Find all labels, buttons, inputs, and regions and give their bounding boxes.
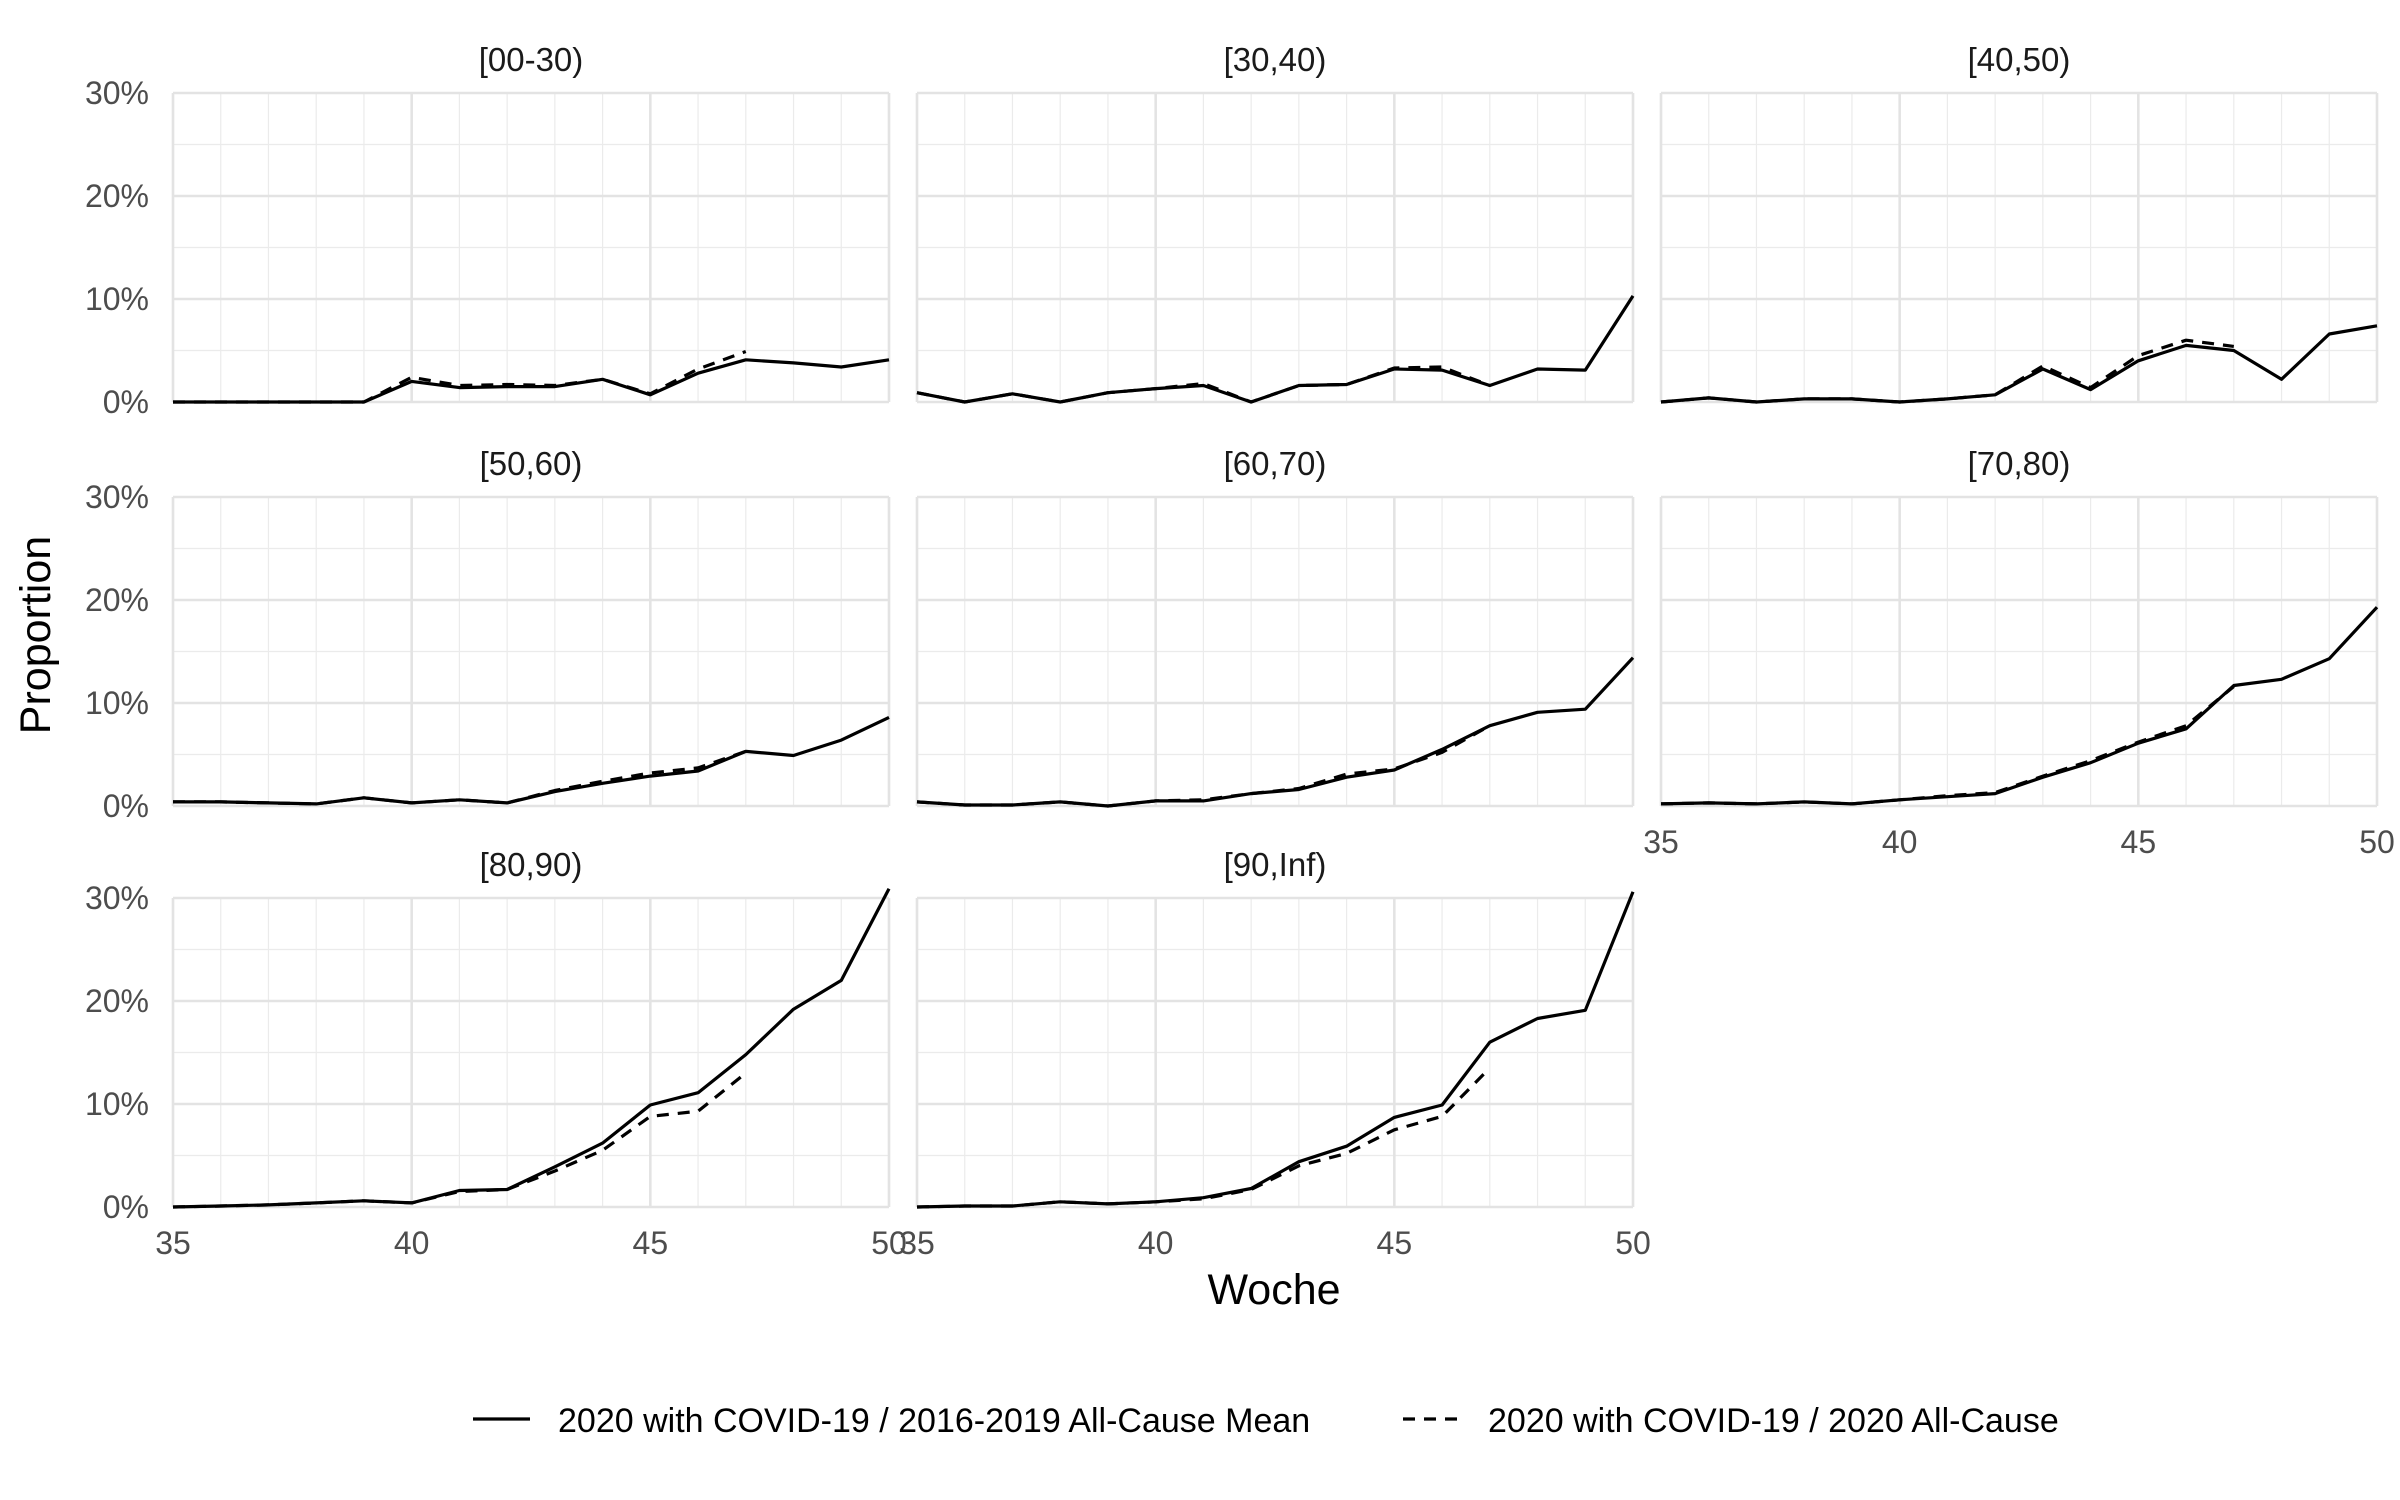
legend-label-dashed: 2020 with COVID-19 / 2020 All-Cause [1488, 1402, 2059, 1440]
facet-strip-label: [30,40) [1224, 41, 1327, 78]
y-axis-title: Proportion [12, 536, 60, 734]
series-line-solid [172, 887, 891, 1209]
x-tick-label: 45 [1377, 1225, 1413, 1261]
y-tick-label: 0% [103, 788, 149, 824]
series-line-solid [916, 656, 1635, 808]
series-line-solid [1660, 324, 2378, 404]
facet-panel: [50,60) 0% 10% 20% 30% [85, 445, 891, 824]
x-axis-title: Woche [1207, 1266, 1340, 1314]
x-tick-label: 50 [871, 1225, 907, 1261]
facet-strip-label: [70,80) [1968, 445, 2071, 482]
facet-strip-label: [00-30) [479, 41, 584, 78]
series-line-solid [173, 358, 890, 404]
x-tick-label: 50 [2359, 824, 2395, 860]
y-tick-label: 20% [85, 178, 149, 214]
y-tick-label: 30% [85, 880, 149, 916]
facet-panel: [60,70) [915, 445, 1635, 808]
facet-panel: [00-30) 0% 10% 20% 30% [85, 41, 891, 420]
facet-panel: [90,Inf) 35 40 45 50 [899, 846, 1651, 1261]
y-tick-label: 10% [85, 1086, 149, 1122]
y-tick-label: 20% [85, 983, 149, 1019]
y-tick-label: 30% [85, 479, 149, 515]
series-line-solid [916, 295, 1635, 404]
y-tick-label: 20% [85, 582, 149, 618]
facet-panel: [40,50) [1659, 41, 2379, 404]
y-tick-label: 0% [103, 384, 149, 420]
y-tick-label: 0% [103, 1189, 149, 1225]
facet-panel: [30,40) [915, 41, 1635, 404]
legend-label-solid: 2020 with COVID-19 / 2016-2019 All-Cause… [558, 1402, 1310, 1440]
series-line-solid [1660, 606, 2379, 806]
x-tick-label: 45 [633, 1225, 669, 1261]
x-tick-label: 35 [155, 1225, 191, 1261]
facet-strip-label: [40,50) [1968, 41, 2071, 78]
chart-panels: [00-30) 0% 10% 20% 30% [30,40) [40,50) [50,60) 0… [85, 41, 2395, 1261]
facet-panel: [70,80) 35 40 45 50 [1643, 445, 2395, 860]
x-tick-label: 40 [1882, 824, 1918, 860]
facet-strip-label: [90,Inf) [1224, 846, 1327, 883]
x-tick-label: 50 [1615, 1225, 1651, 1261]
facet-strip-label: [60,70) [1224, 445, 1327, 482]
series-line-solid [173, 715, 890, 806]
y-tick-label: 30% [85, 75, 149, 111]
series-line-solid [916, 891, 1635, 1209]
facet-strip-label: [50,60) [480, 445, 583, 482]
facet-strip-label: [80,90) [480, 846, 583, 883]
x-tick-label: 40 [394, 1225, 430, 1261]
x-tick-label: 40 [1138, 1225, 1174, 1261]
x-tick-label: 45 [2121, 824, 2157, 860]
x-tick-label: 35 [1643, 824, 1679, 860]
y-tick-label: 10% [85, 685, 149, 721]
x-tick-label: 35 [899, 1225, 935, 1261]
legend: 2020 with COVID-19 / 2016-2019 All-Cause… [473, 1402, 2059, 1440]
facet-panel: [80,90) 0% 10% 20% 30% 35 40 45 50 [85, 846, 907, 1261]
y-tick-label: 10% [85, 281, 149, 317]
